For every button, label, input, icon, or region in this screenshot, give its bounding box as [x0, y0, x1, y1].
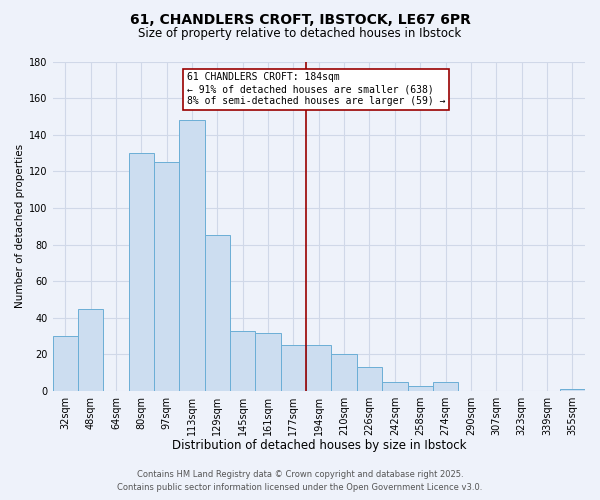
- Bar: [53, 336, 78, 391]
- Text: Size of property relative to detached houses in Ibstock: Size of property relative to detached ho…: [139, 28, 461, 40]
- Bar: [433, 382, 458, 391]
- Text: 61 CHANDLERS CROFT: 184sqm
← 91% of detached houses are smaller (638)
8% of semi: 61 CHANDLERS CROFT: 184sqm ← 91% of deta…: [187, 72, 445, 106]
- Bar: [407, 386, 433, 391]
- Bar: [179, 120, 205, 391]
- Text: 61, CHANDLERS CROFT, IBSTOCK, LE67 6PR: 61, CHANDLERS CROFT, IBSTOCK, LE67 6PR: [130, 12, 470, 26]
- Bar: [205, 236, 230, 391]
- Bar: [382, 382, 407, 391]
- Y-axis label: Number of detached properties: Number of detached properties: [15, 144, 25, 308]
- Bar: [230, 330, 256, 391]
- Bar: [78, 308, 103, 391]
- Bar: [331, 354, 357, 391]
- Bar: [560, 390, 585, 391]
- Bar: [357, 368, 382, 391]
- X-axis label: Distribution of detached houses by size in Ibstock: Distribution of detached houses by size …: [172, 440, 466, 452]
- Text: Contains HM Land Registry data © Crown copyright and database right 2025.
Contai: Contains HM Land Registry data © Crown c…: [118, 470, 482, 492]
- Bar: [306, 346, 331, 391]
- Bar: [256, 332, 281, 391]
- Bar: [128, 153, 154, 391]
- Bar: [281, 346, 306, 391]
- Bar: [154, 162, 179, 391]
